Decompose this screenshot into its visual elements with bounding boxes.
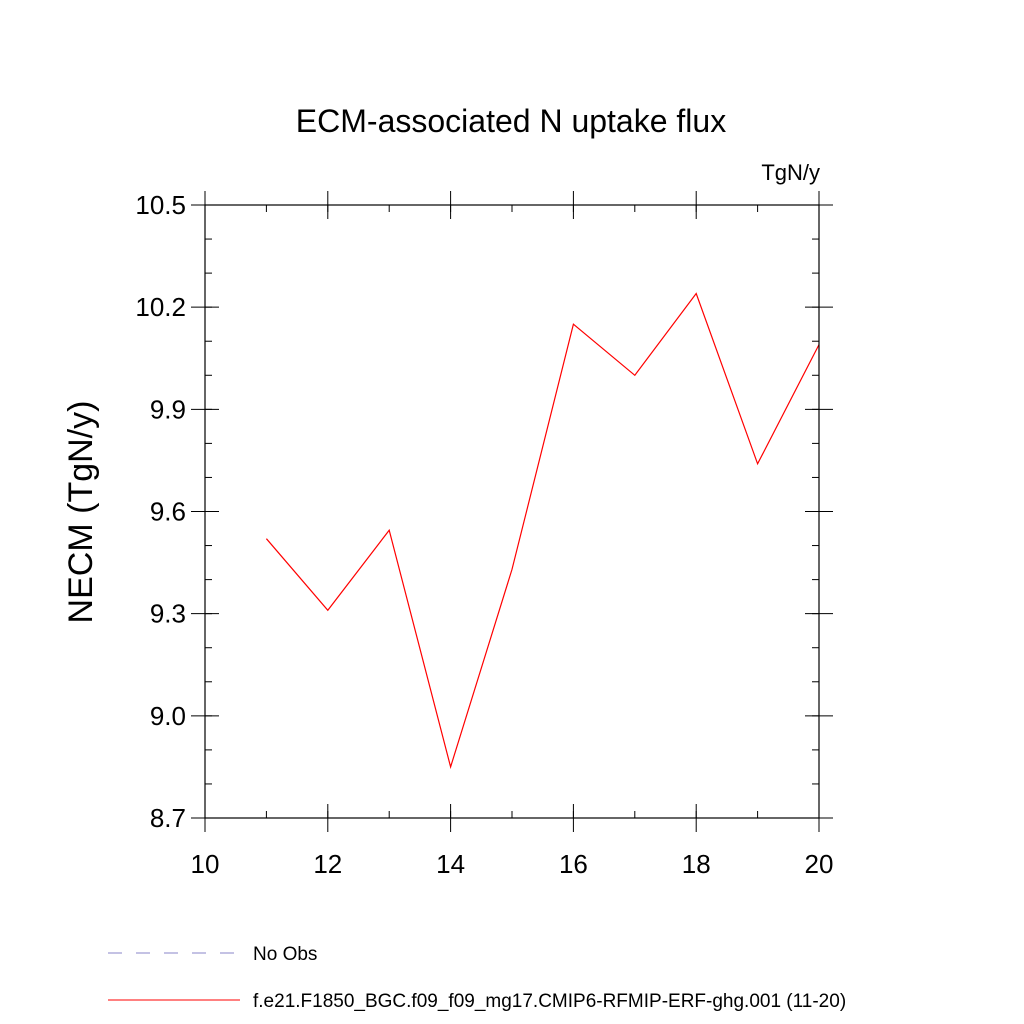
x-tick-label: 10 <box>191 849 220 879</box>
legend: No Obs f.e21.F1850_BGC.f09_f09_mg17.CMIP6… <box>108 944 846 1012</box>
series-line <box>265 292 820 770</box>
x-tick-label: 14 <box>436 849 465 879</box>
tick-labels: 8.7 9.0 9.3 9.6 9.9 10.2 10.5 10 12 14 16 18 20 <box>135 190 833 879</box>
chart-title: ECM-associated N uptake flux <box>296 103 726 139</box>
units-label: TgN/y <box>761 160 820 185</box>
x-tick-label: 20 <box>805 849 834 879</box>
y-axis-label: NECM (TgN/y) <box>62 401 100 624</box>
y-tick-label: 9.6 <box>150 497 186 527</box>
x-tick-label: 18 <box>682 849 711 879</box>
series-layer <box>265 292 820 770</box>
minor-ticks <box>204 204 820 819</box>
y-tick-label: 9.9 <box>150 394 186 424</box>
legend-label: f.e21.F1850_BGC.f09_f09_mg17.CMIP6-RFMIP… <box>253 991 846 1012</box>
y-tick-label: 10.5 <box>135 190 186 220</box>
y-tick-label: 9.0 <box>150 701 186 731</box>
x-tick-label: 16 <box>559 849 588 879</box>
y-tick-label: 9.3 <box>150 599 186 629</box>
legend-label: No Obs <box>253 944 317 965</box>
y-tick-label: 10.2 <box>135 292 186 322</box>
x-tick-label: 12 <box>313 849 342 879</box>
major-ticks <box>191 191 833 832</box>
plot-frame <box>204 204 820 819</box>
y-tick-label: 8.7 <box>150 803 186 833</box>
